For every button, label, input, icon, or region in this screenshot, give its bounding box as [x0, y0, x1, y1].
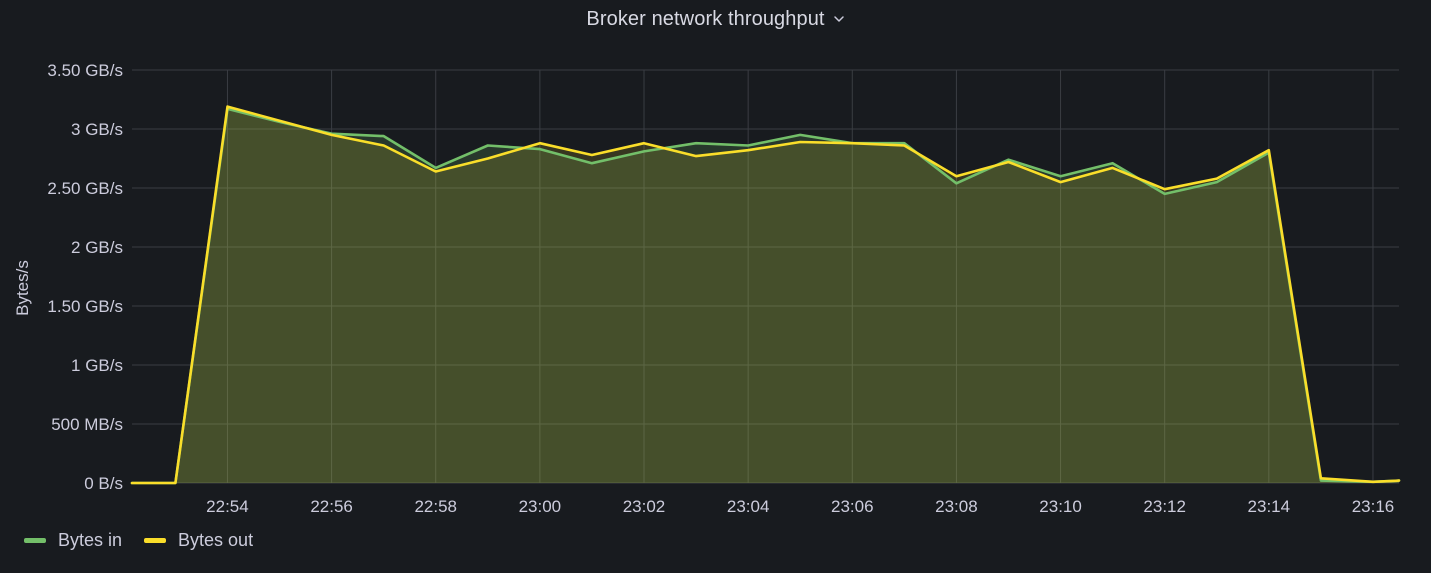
chevron-down-icon — [833, 16, 844, 22]
x-tick-label: 23:10 — [1039, 497, 1082, 516]
x-tick-label: 23:00 — [519, 497, 562, 516]
x-tick-label: 23:16 — [1352, 497, 1395, 516]
x-tick-label: 23:06 — [831, 497, 874, 516]
x-tick-label: 23:02 — [623, 497, 666, 516]
y-axis: 0 B/s 500 MB/s 1 GB/s 1.50 GB/s 2 GB/s 2.50 G… — [47, 61, 123, 493]
x-tick-label: 23:12 — [1143, 497, 1186, 516]
y-tick-label: 500 MB/s — [51, 415, 123, 434]
legend-label-bytes-in: Bytes in — [58, 530, 123, 550]
legend: Bytes in Bytes out — [24, 530, 253, 551]
x-tick-label: 23:04 — [727, 497, 770, 516]
y-axis-label: Bytes/s — [13, 260, 32, 316]
y-tick-label: 2 GB/s — [71, 238, 123, 257]
legend-item-bytes-in[interactable]: Bytes in — [24, 530, 122, 551]
legend-item-bytes-out[interactable]: Bytes out — [144, 530, 253, 551]
series-lines — [130, 105, 1401, 485]
y-tick-label: 3 GB/s — [71, 120, 123, 139]
legend-swatch-bytes-out — [144, 538, 167, 543]
legend-swatch-bytes-in — [24, 538, 46, 543]
series-line-bytes-in — [130, 107, 1401, 485]
y-tick-label: 3.50 GB/s — [47, 61, 123, 80]
x-tick-label: 22:58 — [414, 497, 457, 516]
legend-label-bytes-out: Bytes out — [178, 530, 254, 550]
series-line-bytes-out — [130, 105, 1401, 485]
panel-title-menu[interactable]: Broker network throughput — [586, 8, 844, 31]
y-tick-label: 0 B/s — [84, 474, 123, 493]
y-tick-label: 1 GB/s — [71, 356, 123, 375]
y-tick-label: 2.50 GB/s — [47, 179, 123, 198]
panel-header: Broker network throughput — [0, 0, 1431, 38]
series-area-bytes-out — [132, 106, 1399, 483]
area-layer — [132, 106, 1399, 484]
series-area-bytes-in — [132, 108, 1399, 484]
panel-title: Broker network throughput — [586, 7, 825, 30]
x-axis: 22:54 22:56 22:58 23:00 23:02 23:04 23:06 23:08… — [206, 497, 1394, 516]
x-tick-label: 23:14 — [1248, 497, 1291, 516]
x-tick-label: 22:56 — [310, 497, 353, 516]
grid — [132, 69, 1399, 484]
y-tick-label: 1.50 GB/s — [47, 297, 123, 316]
x-tick-label: 22:54 — [206, 497, 249, 516]
x-tick-label: 23:08 — [935, 497, 978, 516]
